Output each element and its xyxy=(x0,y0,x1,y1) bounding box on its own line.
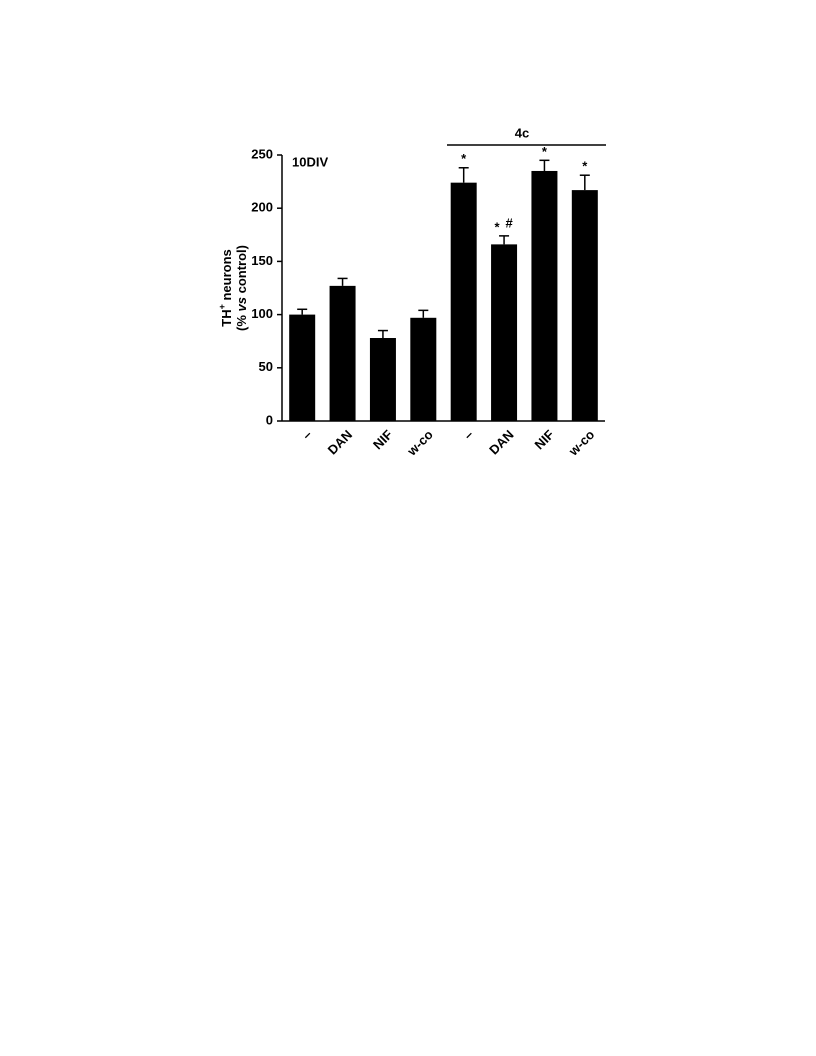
y-tick-label: 50 xyxy=(259,359,273,374)
bar xyxy=(289,314,316,421)
y-label-post: control) xyxy=(234,245,249,297)
significance-star: * xyxy=(582,159,588,174)
bar xyxy=(491,244,518,421)
y-tick-label: 150 xyxy=(251,253,273,268)
y-label-line2: (% vs control) xyxy=(234,245,249,331)
bar xyxy=(369,338,396,421)
bar xyxy=(571,190,598,421)
y-tick-label: 200 xyxy=(251,200,273,215)
group-label: 4c xyxy=(515,125,529,140)
significance-star: * xyxy=(542,144,548,159)
y-label-rest: neurons xyxy=(219,249,234,304)
significance-star: * xyxy=(495,219,501,234)
y-axis-label: TH+ neurons (% vs control) xyxy=(217,245,249,331)
significance-hash: # xyxy=(505,215,513,230)
x-tick-label: w-co xyxy=(565,427,597,459)
bar xyxy=(410,317,437,421)
x-tick-label: DAN xyxy=(325,427,356,458)
panel-label: 10DIV xyxy=(292,154,328,169)
y-label-italic: vs xyxy=(234,297,249,311)
bar xyxy=(531,170,558,421)
x-tick-label: – xyxy=(461,427,477,443)
y-label-main: TH xyxy=(219,309,234,326)
bar xyxy=(450,182,477,421)
y-tick-label: 250 xyxy=(251,146,273,161)
x-tick-label: – xyxy=(299,427,315,443)
x-tick-label: NIF xyxy=(370,427,395,452)
x-tick-label: DAN xyxy=(486,427,517,458)
y-label-sup: + xyxy=(217,304,227,309)
y-label-line1: TH+ neurons xyxy=(217,249,234,327)
x-tick-label: NIF xyxy=(532,427,557,452)
x-tick-label: w-co xyxy=(404,427,436,459)
y-tick-label: 100 xyxy=(251,306,273,321)
significance-star: * xyxy=(461,151,467,166)
y-tick-label: 0 xyxy=(266,412,273,427)
y-label-pre: (% xyxy=(234,311,249,331)
bar xyxy=(329,285,356,421)
